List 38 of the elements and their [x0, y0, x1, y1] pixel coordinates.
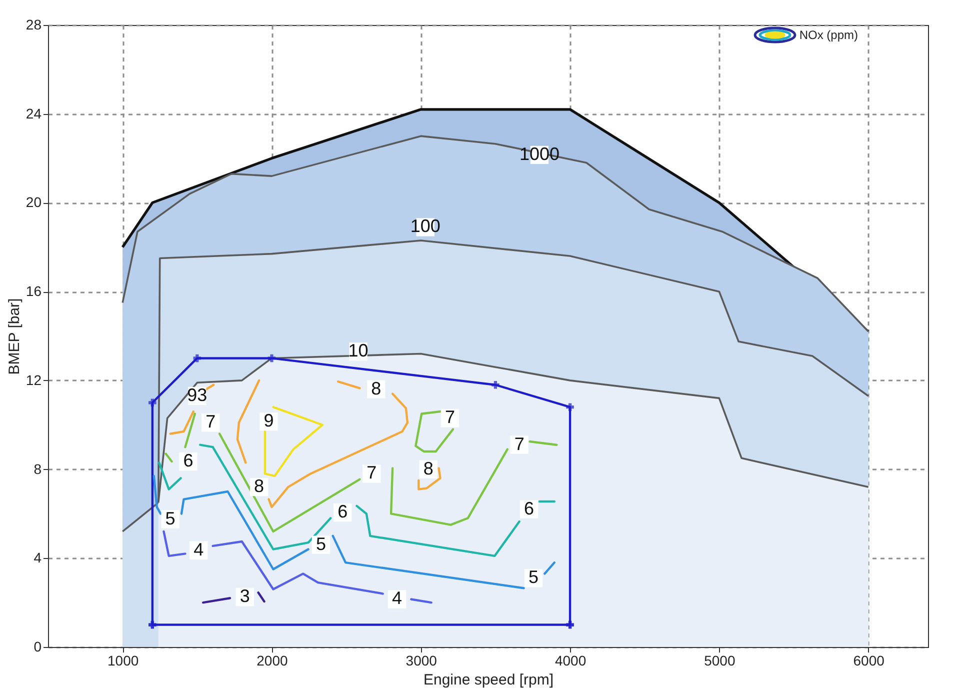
- annotation: 9: [264, 410, 274, 431]
- annotation: 6: [338, 502, 348, 522]
- x-tick-label: 5000: [704, 652, 736, 668]
- y-tick-label: 12: [26, 372, 42, 388]
- annotation: 5: [165, 508, 176, 528]
- annotation: 3: [240, 586, 250, 606]
- y-tick-label: 28: [26, 16, 42, 32]
- annotation: 5: [528, 567, 538, 588]
- annotation: 100: [410, 216, 440, 236]
- annotation: 7: [366, 462, 377, 483]
- annotation: 10: [348, 340, 368, 361]
- y-tick-label: 20: [26, 194, 42, 210]
- x-tick-label: 2000: [256, 652, 288, 668]
- y-tick-label: 4: [34, 550, 42, 566]
- annotation: 8: [423, 458, 434, 478]
- annotation: 8: [371, 378, 382, 398]
- y-tick-label: 16: [26, 283, 42, 300]
- annotation: 7: [444, 407, 455, 428]
- annotation: 93: [187, 384, 208, 405]
- annotation: 7: [206, 412, 216, 432]
- x-axis-title: Engine speed [rpm]: [423, 672, 554, 688]
- annotation: 8: [254, 476, 264, 496]
- annotation: 1000: [519, 144, 560, 164]
- x-tick-label: 4000: [554, 652, 586, 668]
- x-tick-label: 6000: [853, 652, 885, 668]
- x-tick-label: 1000: [108, 652, 139, 668]
- x-tick-label: 3000: [406, 652, 438, 668]
- y-tick-label: 24: [26, 105, 42, 122]
- y-tick-label: 0: [34, 638, 42, 654]
- legend-title: NOx (ppm): [799, 28, 858, 42]
- y-axis-title: BMEP [bar]: [6, 298, 23, 375]
- annotation: 5: [316, 534, 326, 554]
- annotation: 6: [524, 498, 534, 518]
- y-tick-label: 8: [34, 460, 42, 477]
- annotation: 4: [194, 539, 204, 560]
- annotation: 4: [392, 588, 402, 608]
- annotation: 6: [183, 450, 194, 471]
- annotation: 7: [514, 434, 524, 454]
